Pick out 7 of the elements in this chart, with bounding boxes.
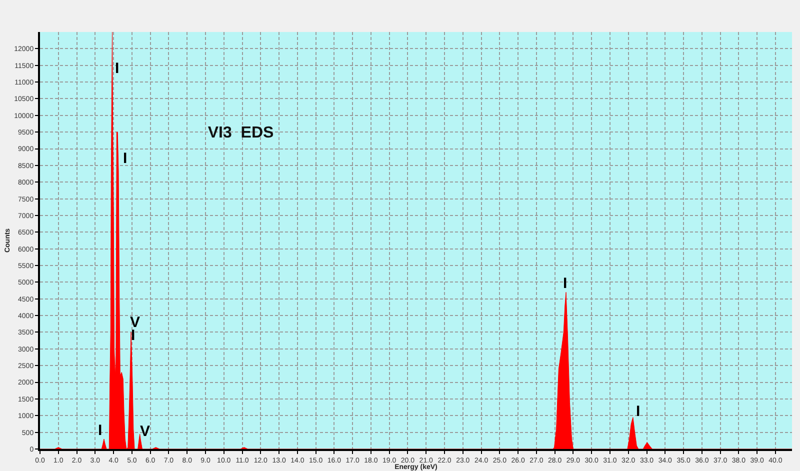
text: VI3 EDS (208, 124, 274, 142)
annotation: I (123, 150, 128, 167)
annotation: V (140, 423, 150, 440)
annotation: I (115, 60, 120, 77)
annotation: I (98, 422, 102, 439)
annotation: I (563, 275, 568, 292)
annotation: I (636, 403, 640, 420)
